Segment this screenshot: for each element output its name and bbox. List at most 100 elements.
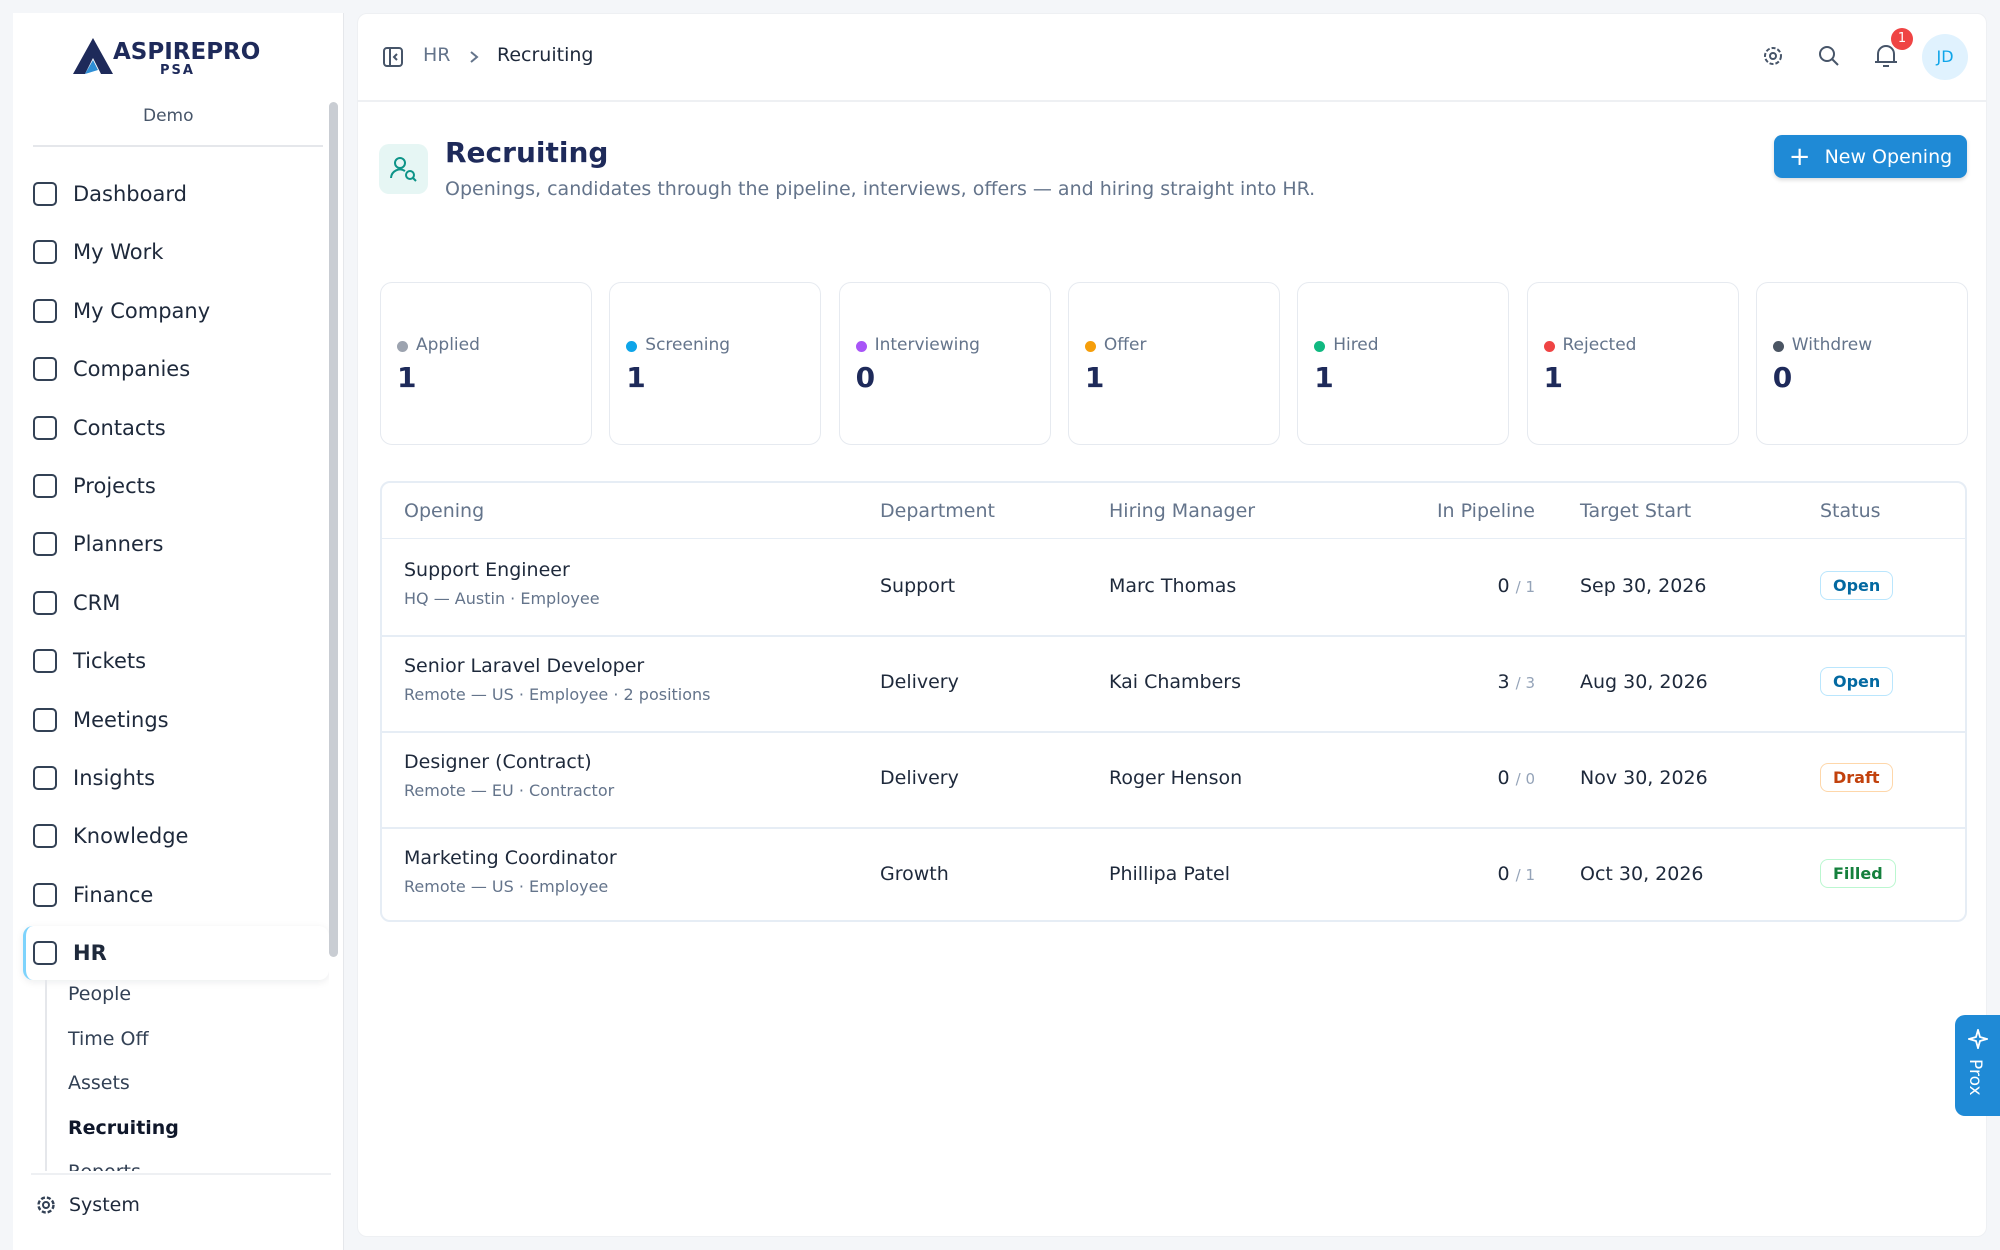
department: Support bbox=[880, 575, 956, 597]
collapse-icon[interactable] bbox=[382, 46, 404, 68]
stat-value: 1 bbox=[626, 361, 646, 394]
sidebar: ASPIREPRO PSA Demo Dashboard My Work My Co… bbox=[13, 13, 344, 1250]
nav-label: Contacts bbox=[73, 415, 166, 440]
nav-label: Planners bbox=[73, 532, 164, 557]
nav-label: Knowledge bbox=[73, 824, 189, 849]
opening-meta: Remote — US · Employee · 2 positions bbox=[404, 685, 711, 704]
nav-icon bbox=[33, 941, 57, 966]
subnav-item[interactable]: People bbox=[68, 983, 132, 1005]
nav-item[interactable]: Insights bbox=[33, 758, 155, 798]
new-opening-button[interactable]: + New Opening bbox=[1774, 135, 1967, 178]
nav-label: Insights bbox=[73, 766, 156, 790]
subnav-item[interactable]: Time Off bbox=[68, 1027, 149, 1050]
nav-icon bbox=[33, 532, 57, 557]
row-divider bbox=[382, 827, 1965, 829]
pipeline-total: / 0 bbox=[1515, 770, 1535, 788]
nav-label: My Work bbox=[73, 240, 164, 265]
breadcrumb-item[interactable]: HR bbox=[423, 44, 451, 66]
subnav-item[interactable]: Recruiting bbox=[68, 1116, 179, 1139]
nav-item[interactable]: Dashboard bbox=[33, 174, 187, 214]
stat-value: 0 bbox=[1772, 361, 1793, 394]
nav-label: Meetings bbox=[73, 707, 169, 732]
status-dot bbox=[397, 341, 408, 352]
assistant-label: Prox bbox=[1965, 1059, 1985, 1096]
manager: Kai Chambers bbox=[1109, 671, 1242, 693]
subnav-item[interactable]: Reports bbox=[68, 1161, 141, 1171]
topbar-border bbox=[358, 100, 1986, 102]
stat-label: Offer bbox=[1103, 335, 1147, 355]
opening-title[interactable]: Marketing Coordinator bbox=[404, 847, 617, 869]
nav-icon bbox=[33, 766, 57, 790]
nav-item[interactable]: Projects bbox=[33, 466, 156, 506]
stat-label: Rejected bbox=[1562, 335, 1637, 355]
system-link[interactable]: System bbox=[35, 1185, 140, 1225]
nav-label: My Company bbox=[73, 298, 211, 323]
stat-value: 1 bbox=[1543, 361, 1563, 394]
stat-card: Screening 1 bbox=[609, 282, 822, 445]
target-start: Oct 30, 2026 bbox=[1580, 863, 1704, 885]
nav-icon bbox=[33, 357, 57, 382]
nav-item[interactable]: Contacts bbox=[33, 408, 166, 448]
manager: Roger Henson bbox=[1109, 767, 1243, 789]
breadcrumb-sep bbox=[470, 51, 479, 63]
status-dot bbox=[1314, 341, 1326, 352]
nav-item[interactable]: HR bbox=[33, 933, 107, 973]
nav-label: HR bbox=[73, 941, 107, 966]
system-label: System bbox=[69, 1194, 140, 1216]
nav-item[interactable]: Finance bbox=[33, 875, 153, 915]
nav-label: Dashboard bbox=[73, 182, 187, 206]
nav-item[interactable]: Planners bbox=[33, 524, 163, 564]
nav-item[interactable]: Tickets bbox=[33, 641, 146, 681]
nav-label: Tickets bbox=[73, 649, 147, 674]
stat-label: Withdrew bbox=[1791, 335, 1873, 355]
nav-icon bbox=[33, 415, 57, 440]
opening-meta: HQ — Austin · Employee bbox=[404, 589, 600, 608]
nav-list: Dashboard My Work My Company Companies Conta… bbox=[13, 13, 329, 1171]
column-header: Department bbox=[880, 500, 995, 522]
nav-label: CRM bbox=[73, 590, 121, 615]
pipeline: 0 / 1 bbox=[1498, 575, 1535, 597]
nav-icon bbox=[33, 707, 57, 732]
status-badge: Open bbox=[1820, 571, 1894, 600]
stat-card: Rejected 1 bbox=[1526, 282, 1739, 445]
pipeline-count: 3 bbox=[1497, 671, 1510, 693]
brand-sub: PSA bbox=[160, 63, 195, 78]
subnav-line bbox=[45, 980, 47, 1171]
row-divider bbox=[382, 635, 1965, 637]
divider bbox=[31, 1173, 331, 1175]
target-start: Aug 30, 2026 bbox=[1580, 671, 1708, 693]
department: Delivery bbox=[880, 767, 959, 789]
pipeline: 3 / 3 bbox=[1498, 671, 1535, 693]
nav-icon bbox=[33, 240, 57, 265]
stat-card: Offer 1 bbox=[1067, 282, 1280, 445]
stat-value: 0 bbox=[855, 361, 876, 394]
nav-item[interactable]: My Company bbox=[33, 291, 210, 331]
nav-item[interactable]: Meetings bbox=[33, 700, 169, 740]
column-header: Opening bbox=[404, 500, 485, 522]
button-label: New Opening bbox=[1824, 145, 1953, 168]
nav-item[interactable]: CRM bbox=[33, 583, 120, 623]
nav-item[interactable]: Knowledge bbox=[33, 816, 188, 856]
divider bbox=[33, 145, 323, 147]
search-icon[interactable] bbox=[1817, 44, 1841, 68]
assistant-tab[interactable]: Prox bbox=[1955, 1015, 2000, 1116]
opening-title[interactable]: Designer (Contract) bbox=[404, 751, 592, 773]
nav-icon bbox=[33, 824, 57, 849]
pipeline-total: / 1 bbox=[1515, 578, 1535, 596]
nav-item[interactable]: My Work bbox=[33, 232, 163, 272]
nav-active-bg bbox=[23, 926, 329, 981]
status-badge: Open bbox=[1820, 667, 1894, 696]
nav-item[interactable]: Companies bbox=[33, 349, 190, 389]
opening-title[interactable]: Support Engineer bbox=[404, 559, 570, 581]
subnav-item[interactable]: Assets bbox=[68, 1072, 130, 1095]
opening-title[interactable]: Senior Laravel Developer bbox=[404, 655, 645, 677]
stat-value: 1 bbox=[397, 361, 417, 394]
avatar[interactable]: JD bbox=[1922, 34, 1968, 80]
pipeline-total: / 3 bbox=[1515, 674, 1535, 692]
pipeline-count: 0 bbox=[1497, 767, 1510, 789]
bell-icon[interactable] bbox=[1873, 42, 1899, 70]
stat-card: Hired 1 bbox=[1297, 282, 1510, 445]
settings-icon[interactable] bbox=[1761, 44, 1785, 68]
nav-icon bbox=[33, 298, 57, 323]
